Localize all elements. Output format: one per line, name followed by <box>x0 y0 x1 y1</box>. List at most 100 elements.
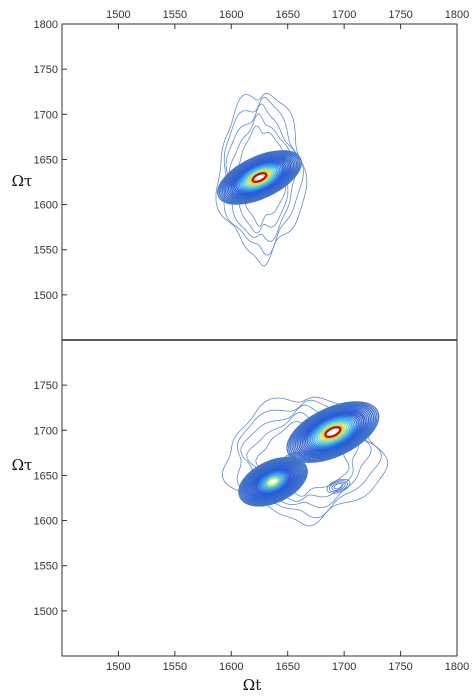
side-contour-line <box>333 483 344 490</box>
peak-contour-line <box>235 161 284 194</box>
peak-contour-line <box>240 458 306 505</box>
peak-contour-line <box>320 423 346 441</box>
x-tick-label: 1700 <box>332 9 356 21</box>
peak-contour-line <box>237 162 282 193</box>
peak-contour-line <box>248 464 298 500</box>
peak-contour-line <box>241 165 278 190</box>
y-tick-label: 1800 <box>34 19 58 31</box>
outer-contour-line <box>215 92 308 267</box>
top-panel-ticks: 1500 1550 1600 1650 1700 1750 1800 1500 1550 1600… <box>34 9 470 302</box>
peak-contour-line <box>241 459 305 504</box>
peak-contour-line <box>301 411 365 453</box>
top-y-axis-label: Ωτ <box>12 172 33 190</box>
x-tick-label: 1500 <box>106 661 130 673</box>
peak-contour-line <box>255 469 291 495</box>
peak-contour-line <box>247 169 272 186</box>
bottom-y-axis-label: Ωτ <box>12 456 33 474</box>
peak-contour-line <box>250 465 296 498</box>
peak-contour-line <box>316 421 349 443</box>
peak-contour-line <box>244 167 275 188</box>
peak-contour-line <box>243 166 276 189</box>
peak-contour-line <box>249 170 270 185</box>
x-tick-label: 1550 <box>163 9 187 21</box>
y-tick-label: 1600 <box>34 200 58 212</box>
bottom-plot-frame <box>61 339 458 657</box>
x-tick-label: 1750 <box>388 9 412 21</box>
peak-core <box>251 172 268 183</box>
peak-contour-line <box>238 163 281 192</box>
peak-contour-line <box>260 472 286 491</box>
y-tick-label: 1750 <box>34 64 58 76</box>
peak-contour-line <box>238 456 308 507</box>
peak-contour-line <box>315 420 351 445</box>
x-tick-label: 1550 <box>163 661 187 673</box>
bottom-panel-contours <box>222 396 389 527</box>
peak-contour-line <box>245 462 301 502</box>
x-tick-label: 1600 <box>219 9 243 21</box>
side-contour-line <box>329 480 348 493</box>
peak-contour-line <box>296 407 370 457</box>
x-tick-label: 1700 <box>332 661 356 673</box>
y-tick-label: 1600 <box>34 516 58 528</box>
peak-contour-line <box>309 416 356 448</box>
peak-contour-line <box>239 457 307 506</box>
y-tick-label: 1650 <box>34 470 58 482</box>
peak-contour-line <box>217 150 302 205</box>
peak-contour-line <box>247 463 300 501</box>
peak-contour-line <box>303 412 363 452</box>
peak-contour-line <box>258 471 288 493</box>
peak-contour-line <box>232 159 287 195</box>
side-contour-line <box>331 481 346 491</box>
y-tick-label: 1700 <box>34 109 58 121</box>
peak-contour-line <box>218 151 301 204</box>
peak-contour-line <box>318 422 348 442</box>
peak-contour-line <box>263 474 283 489</box>
peak-contour-line <box>291 404 375 460</box>
peak-contour-line <box>321 424 344 440</box>
peak-contour-line <box>240 164 279 191</box>
x-tick-label: 1600 <box>219 661 243 673</box>
y-tick-label: 1650 <box>34 154 58 166</box>
peak-contour-line <box>298 409 368 456</box>
peak-contour-line <box>253 467 293 496</box>
bottom-x-axis-label: Ωt <box>243 676 261 694</box>
y-tick-label: 1750 <box>34 380 58 392</box>
peak-contour-line <box>243 460 303 504</box>
y-tick-label: 1500 <box>34 290 58 302</box>
peak-contour-line <box>234 160 285 194</box>
peak-contour-line <box>254 468 292 496</box>
peak-contour-line <box>288 402 378 462</box>
peak-core <box>324 426 342 439</box>
peak-core <box>266 476 280 487</box>
peak-contour-line <box>299 410 366 455</box>
peak-contour-line <box>304 413 361 451</box>
outer-contour-line <box>222 396 389 527</box>
x-tick-label: 1500 <box>106 9 130 21</box>
peak-contour-line <box>229 158 290 197</box>
peak-contour-line <box>221 153 298 202</box>
y-tick-label: 1500 <box>34 606 58 618</box>
peak-contour-line <box>223 154 296 201</box>
x-tick-label: 1650 <box>275 661 299 673</box>
peak-contour-line <box>230 159 289 196</box>
peak-contour-line <box>294 406 371 458</box>
peak-contour-line <box>226 156 293 199</box>
x-tick-label: 1800 <box>445 661 469 673</box>
peak-contour-line <box>289 403 376 461</box>
peak-contour-line <box>262 473 284 490</box>
peak-contour-line <box>252 466 295 497</box>
peak-contour-line <box>246 168 273 187</box>
peak-contour-line <box>227 157 292 198</box>
y-tick-label: 1550 <box>34 245 58 257</box>
peak-contour-line <box>306 414 360 450</box>
x-tick-label: 1650 <box>275 9 299 21</box>
peak-contour-line <box>224 155 295 200</box>
y-tick-label: 1550 <box>34 561 58 573</box>
bottom-panel: 1500 1550 1600 1650 1700 1750 1800 1500 1550 1600… <box>12 339 469 694</box>
peak-contour-line <box>313 419 353 446</box>
peak-contour-line <box>220 152 299 203</box>
y-tick-label: 1700 <box>34 425 58 437</box>
peak-contour-line <box>286 401 380 463</box>
peak-contour-line <box>257 470 289 494</box>
